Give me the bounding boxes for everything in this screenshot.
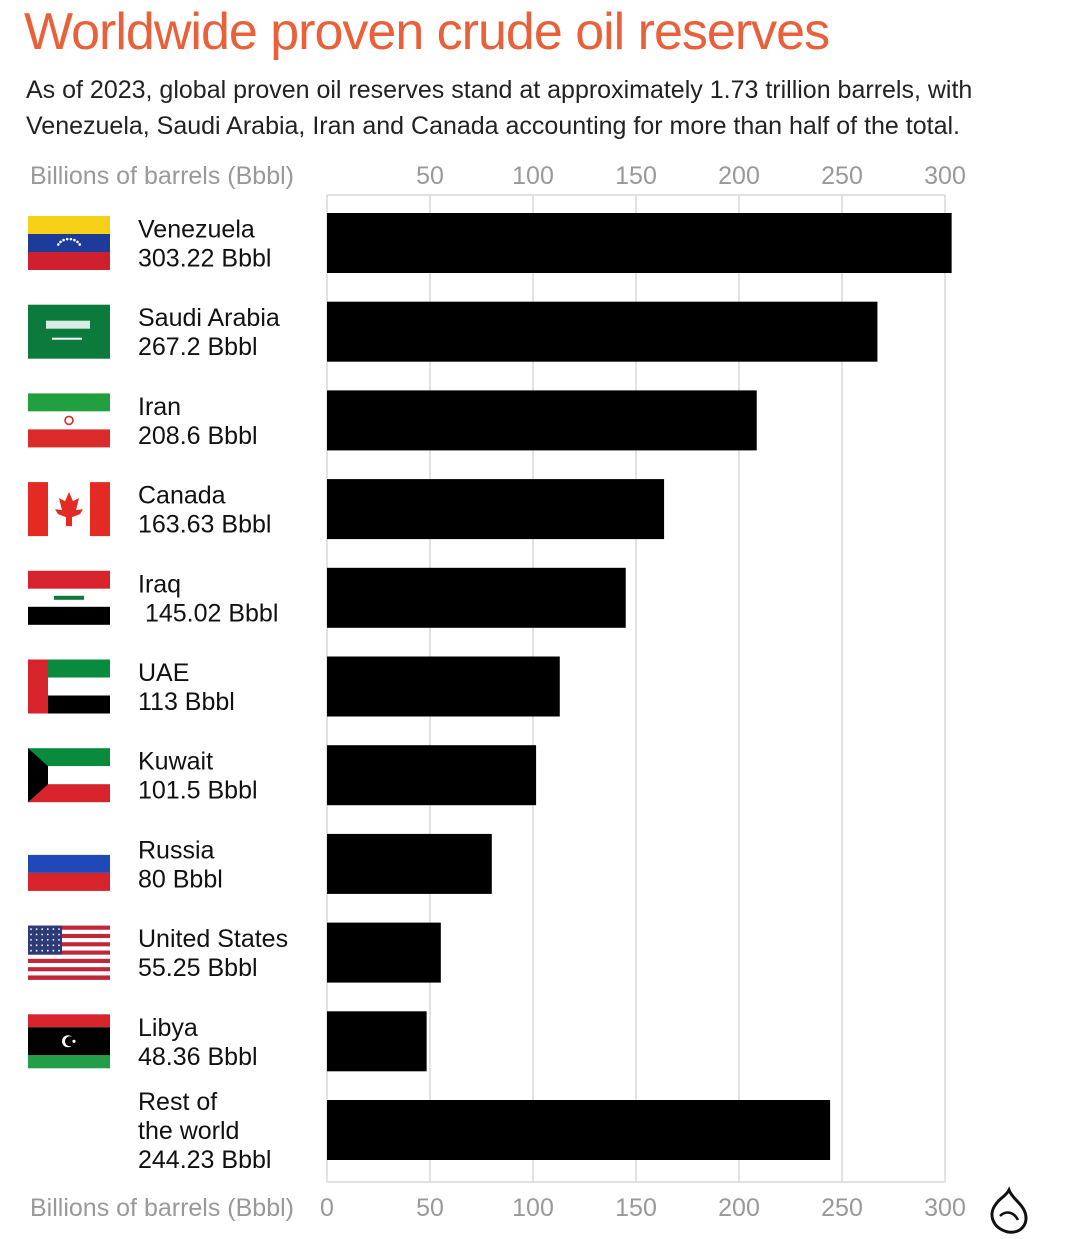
bottom-tick-label: 100 xyxy=(512,1194,554,1222)
bar-iran xyxy=(327,390,757,451)
top-tick-label: 150 xyxy=(615,162,657,190)
saudi-arabia-flag-icon xyxy=(28,304,110,359)
bottom-tick-label: 200 xyxy=(718,1194,760,1222)
iran-flag-icon xyxy=(28,393,110,448)
country-label: Iran 208.6 Bbbl xyxy=(138,393,258,450)
bottom-tick-label: 250 xyxy=(821,1194,863,1222)
bar-russia xyxy=(327,833,492,894)
usa-flag-icon xyxy=(28,925,110,980)
top-tick-label: 300 xyxy=(924,162,966,190)
country-label: Kuwait 101.5 Bbbl xyxy=(138,748,258,805)
bars xyxy=(327,213,952,1160)
bottom-axis-title: Billions of barrels (Bbbl) xyxy=(30,1194,294,1222)
bottom-tick-label: 150 xyxy=(615,1194,657,1222)
country-label: Libya 48.36 Bbbl xyxy=(138,1014,258,1071)
canada-flag-icon xyxy=(28,482,110,537)
bar-venezuela xyxy=(327,213,952,273)
chart-subtitle: As of 2023, global proven oil reserves s… xyxy=(26,76,973,140)
bar-saudi-arabia xyxy=(327,301,878,362)
chart-title: Worldwide proven crude oil reserves xyxy=(24,3,830,61)
russia-flag-icon xyxy=(28,836,110,891)
flags xyxy=(28,216,110,1069)
bar-united-states xyxy=(327,922,441,983)
bar-canada xyxy=(327,479,665,540)
country-label: Russia 80 Bbbl xyxy=(138,836,223,893)
top-tick-label: 200 xyxy=(718,162,760,190)
country-label: Saudi Arabia 267.2 Bbbl xyxy=(138,304,280,361)
al-jazeera-logo-icon xyxy=(990,1186,1028,1234)
country-label: United States 55.25 Bbbl xyxy=(138,925,288,982)
country-label: Venezuela 303.22 Bbbl xyxy=(138,216,271,273)
top-axis-title: Billions of barrels (Bbbl) xyxy=(30,162,294,190)
country-label: Rest of the world 244.23 Bbbl xyxy=(138,1088,271,1174)
bar-libya xyxy=(327,1011,427,1072)
logo-stroke xyxy=(999,1211,1020,1221)
top-tick-label: 50 xyxy=(416,162,444,190)
bar-rest-of-the-world xyxy=(327,1100,831,1160)
country-labels: Venezuela 303.22 Bbbl Saudi Arabia 267.2 Bb… xyxy=(138,216,288,1175)
uae-flag-icon xyxy=(28,659,110,714)
libya-flag-icon xyxy=(28,1014,110,1069)
country-label: Canada 163.63 Bbbl xyxy=(138,482,271,539)
bottom-tick-label: 300 xyxy=(924,1194,966,1222)
bar-kuwait xyxy=(327,745,537,806)
logo-shape xyxy=(990,1186,1028,1234)
country-label: UAE 113 Bbbl xyxy=(138,659,235,716)
bar-uae xyxy=(327,656,560,717)
top-tick-label: 250 xyxy=(821,162,863,190)
top-tick-label: 100 xyxy=(512,162,554,190)
country-label: Iraq 145.02 Bbbl xyxy=(138,570,278,627)
venezuela-flag-icon xyxy=(28,216,110,270)
axes: Billions of barrels (Bbbl) Billions of ba… xyxy=(30,162,966,1222)
iraq-flag-icon xyxy=(28,570,110,625)
bottom-tick-label: 50 xyxy=(416,1194,444,1222)
bar-iraq xyxy=(327,567,626,628)
bottom-tick-label: 0 xyxy=(320,1194,334,1222)
kuwait-flag-icon xyxy=(28,748,110,803)
